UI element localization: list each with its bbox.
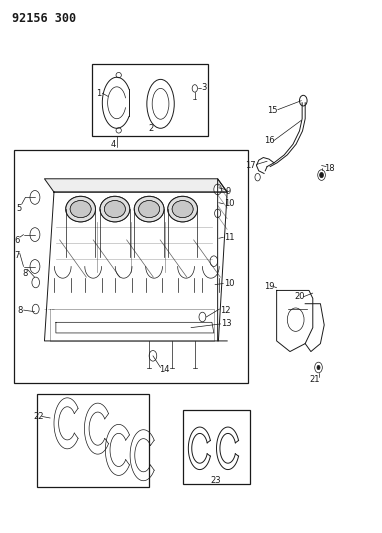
Circle shape: [32, 277, 39, 288]
Ellipse shape: [139, 200, 160, 217]
Polygon shape: [44, 179, 227, 192]
Circle shape: [210, 256, 218, 266]
Text: 92156 300: 92156 300: [12, 12, 76, 26]
Text: 18: 18: [324, 164, 335, 173]
Text: 6: 6: [15, 236, 20, 245]
Text: 14: 14: [159, 365, 170, 374]
Circle shape: [30, 190, 40, 204]
Ellipse shape: [104, 200, 125, 217]
Text: 5: 5: [16, 204, 22, 213]
Ellipse shape: [134, 196, 164, 222]
Bar: [183, 410, 250, 484]
Text: 19: 19: [264, 282, 275, 291]
Text: 9: 9: [226, 187, 231, 196]
Ellipse shape: [70, 200, 91, 217]
Ellipse shape: [134, 196, 164, 222]
Text: 15: 15: [267, 106, 278, 115]
Ellipse shape: [104, 200, 125, 217]
Ellipse shape: [168, 196, 197, 222]
Text: 10: 10: [224, 279, 235, 288]
Ellipse shape: [100, 196, 130, 222]
Bar: [92, 64, 208, 136]
Text: 20: 20: [294, 292, 305, 301]
Text: 22: 22: [34, 412, 44, 421]
Bar: [37, 394, 149, 487]
Text: 8: 8: [23, 269, 28, 278]
Text: 7: 7: [15, 252, 20, 260]
Circle shape: [320, 172, 324, 177]
Text: 4: 4: [110, 140, 116, 149]
Circle shape: [199, 312, 206, 322]
Text: 10: 10: [224, 199, 235, 208]
Text: 11: 11: [224, 233, 235, 242]
Ellipse shape: [172, 200, 193, 217]
Text: 1: 1: [96, 88, 102, 98]
Ellipse shape: [66, 196, 96, 222]
Text: 12: 12: [220, 305, 230, 314]
Text: 21: 21: [309, 375, 320, 384]
Circle shape: [32, 304, 39, 314]
Text: 23: 23: [210, 476, 221, 484]
Circle shape: [30, 228, 40, 241]
Bar: [14, 150, 248, 383]
Ellipse shape: [168, 196, 197, 222]
Text: 8: 8: [17, 305, 23, 314]
Circle shape: [215, 209, 221, 217]
Ellipse shape: [100, 196, 130, 222]
Ellipse shape: [70, 200, 91, 217]
Text: 16: 16: [264, 136, 275, 145]
Circle shape: [149, 351, 157, 361]
Text: 17: 17: [245, 161, 256, 170]
Text: 2: 2: [149, 124, 154, 133]
Ellipse shape: [66, 196, 96, 222]
Circle shape: [214, 184, 222, 195]
Circle shape: [30, 260, 40, 273]
Ellipse shape: [139, 200, 160, 217]
Text: 3: 3: [202, 83, 207, 92]
Ellipse shape: [172, 200, 193, 217]
Text: 13: 13: [222, 319, 232, 328]
Circle shape: [317, 366, 320, 369]
